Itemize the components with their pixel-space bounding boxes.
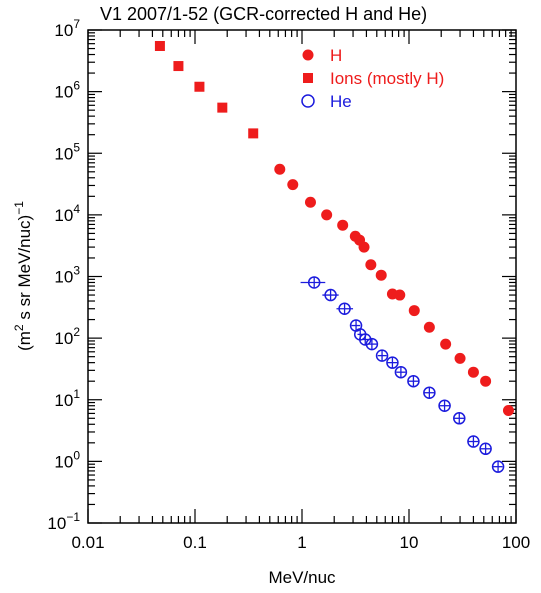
h-point xyxy=(408,305,420,317)
y-tick-label-base: 10 xyxy=(54,268,73,287)
ions-mostly-h-point xyxy=(173,61,184,72)
y-axis-label-sup1: 2 xyxy=(12,324,26,331)
axis-ticks xyxy=(87,29,517,524)
he-point xyxy=(338,302,351,315)
ions-mostly-h-point xyxy=(217,102,228,113)
he-point xyxy=(423,386,436,399)
chart-title: V1 2007/1-52 (GCR-corrected H and He) xyxy=(100,4,427,24)
x-tick-label: 10 xyxy=(400,533,419,552)
y-axis-label: (m2 s sr MeV/nuc)−1 xyxy=(12,201,34,351)
y-tick-label-exponent: 7 xyxy=(73,17,80,31)
x-tick-label: 100 xyxy=(502,533,530,552)
he-point xyxy=(394,365,408,379)
y-tick-label-exponent: 0 xyxy=(73,448,80,462)
h-point xyxy=(467,366,479,378)
y-tick-label: 106 xyxy=(54,79,80,102)
x-tick-labels: 0.01 0.1 1 10 100 xyxy=(71,533,530,552)
y-tick-label-base: 10 xyxy=(54,329,73,348)
h-point xyxy=(394,289,406,301)
legend-marker-ions-mostly-h xyxy=(303,73,313,83)
x-tick-label: 0.1 xyxy=(183,533,207,552)
he-point xyxy=(407,374,420,388)
h-point xyxy=(502,404,514,416)
legend-marker-h xyxy=(302,49,314,61)
x-tick-label: 0.01 xyxy=(71,533,104,552)
h-point xyxy=(454,352,466,364)
he-point xyxy=(386,356,399,369)
y-tick-label: 102 xyxy=(54,325,80,348)
he-point xyxy=(324,288,337,302)
y-tick-label-base: 10 xyxy=(54,391,73,410)
data-points xyxy=(154,41,514,473)
he-point xyxy=(453,412,466,425)
y-axis-label-middle: s sr MeV/nuc) xyxy=(15,215,34,325)
y-tick-label-exponent: 3 xyxy=(73,264,80,278)
y-tick-label-exponent: 1 xyxy=(73,387,80,401)
y-tick-label-exponent: −1 xyxy=(66,510,80,524)
y-tick-label-exponent: 5 xyxy=(73,140,80,154)
legend-label-he: He xyxy=(330,92,352,111)
y-tick-label: 103 xyxy=(54,264,80,287)
y-axis-label-prefix: (m xyxy=(15,331,34,351)
x-tick-label: 1 xyxy=(297,533,306,552)
he-point xyxy=(307,276,321,289)
y-tick-label: 101 xyxy=(54,387,80,410)
legend-label-ions-mostly-h: Ions (mostly H) xyxy=(330,69,444,88)
h-point xyxy=(274,163,286,175)
y-tick-label-exponent: 2 xyxy=(73,325,80,339)
y-axis-label-sup2: −1 xyxy=(12,201,26,215)
h-point xyxy=(358,241,370,253)
h-point xyxy=(423,321,435,333)
legend-label-h: H xyxy=(330,46,342,65)
y-tick-label: 105 xyxy=(54,140,80,163)
legend: H Ions (mostly H) He xyxy=(301,46,444,111)
h-point xyxy=(480,375,492,387)
y-tick-label-exponent: 6 xyxy=(73,79,80,93)
y-tick-label-base: 10 xyxy=(54,21,73,40)
he-point xyxy=(358,333,372,346)
h-point xyxy=(287,179,299,191)
h-point xyxy=(365,259,377,271)
h-point xyxy=(337,219,349,231)
he-point xyxy=(491,460,505,473)
y-tick-label: 104 xyxy=(54,202,80,225)
y-tick-label: 107 xyxy=(54,17,80,40)
he-point xyxy=(438,399,451,412)
h-point xyxy=(304,196,316,208)
legend-marker-he xyxy=(301,94,315,108)
he-point xyxy=(467,435,480,448)
y-tick-label-base: 10 xyxy=(47,514,66,533)
y-tick-label: 10−1 xyxy=(47,510,80,533)
x-axis-label: MeV/nuc xyxy=(268,568,336,587)
h-point xyxy=(375,269,387,281)
y-tick-label-base: 10 xyxy=(54,452,73,471)
ions-mostly-h-point xyxy=(154,41,165,52)
y-tick-label-base: 10 xyxy=(54,83,73,102)
y-tick-label-base: 10 xyxy=(54,144,73,163)
he-point xyxy=(375,349,389,362)
he-point xyxy=(365,337,379,351)
y-tick-label-exponent: 4 xyxy=(73,202,80,216)
h-point xyxy=(440,338,452,350)
h-point xyxy=(321,209,333,221)
y-tick-label-base: 10 xyxy=(54,206,73,225)
ions-mostly-h-point xyxy=(248,128,259,139)
y-tick-label: 100 xyxy=(54,448,80,471)
he-point xyxy=(479,442,492,456)
ions-mostly-h-point xyxy=(194,81,205,92)
